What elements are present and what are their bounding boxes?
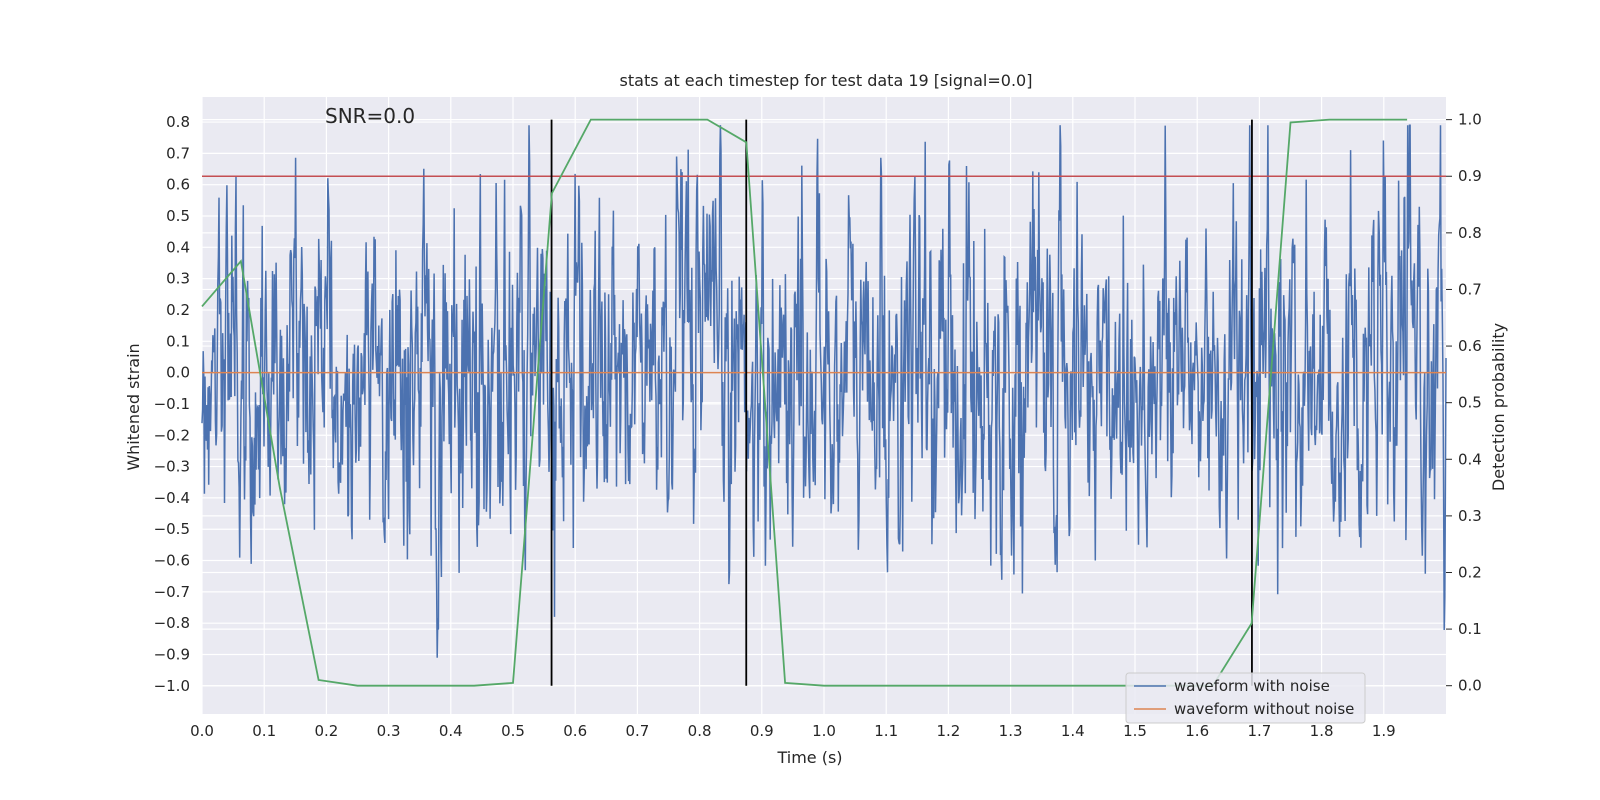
y-left-tick-label: 0.3 [166, 270, 190, 288]
y-left-tick-label: −0.2 [154, 426, 190, 444]
x-tick-label: 0.2 [314, 722, 338, 740]
y-left-tick-label: 0.1 [166, 332, 190, 350]
x-tick-label: 1.5 [1123, 722, 1147, 740]
vertical-markers [550, 119, 1253, 686]
y-right-tick-label: 0.5 [1458, 394, 1482, 412]
y-left-tick-label: 0.6 [166, 176, 190, 194]
snr-annotation: SNR=0.0 [325, 104, 415, 128]
y-left-tick-label: −0.8 [154, 614, 190, 632]
y-left-tick-label: −0.6 [154, 552, 190, 570]
x-tick-label: 1.8 [1310, 722, 1334, 740]
x-tick-label: 1.9 [1372, 722, 1396, 740]
y-left-axis-label: Whitened strain [124, 343, 143, 470]
legend-frame [1125, 672, 1366, 724]
x-tick-label: 0.8 [688, 722, 712, 740]
y-right-tick-label: 0.1 [1458, 620, 1482, 638]
y-right-axis-label: Detection probability [1489, 323, 1508, 491]
y-right-tick-label: 0.9 [1458, 167, 1482, 185]
y-left-tick-label: −0.9 [154, 645, 190, 663]
y-left-tick-label: 0.4 [166, 238, 190, 256]
y-left-tick-label: 0.0 [166, 364, 190, 382]
y-left-tick-label: −0.5 [154, 520, 190, 538]
x-tick-label: 0.5 [501, 722, 525, 740]
x-axis-ticks: 0.0 0.1 0.2 0.3 0.4 0.5 0.6 0.7 0.8 0.9 1.0 1.1 1.2 1… [190, 722, 1396, 740]
y-right-tick-label: 0.3 [1458, 507, 1482, 525]
x-tick-label: 0.6 [563, 722, 587, 740]
y-left-tick-label: 0.7 [166, 144, 190, 162]
y-right-tick-label: 0.0 [1458, 677, 1482, 695]
x-tick-label: 0.0 [190, 722, 214, 740]
x-tick-label: 0.9 [750, 722, 774, 740]
x-tick-label: 0.3 [377, 722, 401, 740]
y-left-tick-label: −1.0 [154, 677, 190, 695]
legend: waveform with noise waveform without noi… [1125, 672, 1366, 724]
y-right-tick-label: 1.0 [1458, 111, 1482, 129]
y-right-axis-ticks: 1.0 0.9 0.8 0.7 0.6 0.5 0.4 0.3 0.2 0.1 0.0 [1446, 111, 1482, 695]
x-tick-label: 0.4 [439, 722, 463, 740]
x-tick-label: 0.1 [252, 722, 276, 740]
y-right-tick-label: 0.8 [1458, 224, 1482, 242]
y-left-tick-label: −0.3 [154, 458, 190, 476]
y-left-tick-label: −0.4 [154, 489, 190, 507]
y-left-tick-label: 0.5 [166, 207, 190, 225]
x-axis-label: Time (s) [776, 748, 842, 767]
y-left-axis-ticks: 0.8 0.7 0.6 0.5 0.4 0.3 0.2 0.1 0.0 −0.1 −0.2 −0.3 −… [154, 113, 190, 695]
x-tick-label: 0.7 [625, 722, 649, 740]
y-right-tick-label: 0.7 [1458, 280, 1482, 298]
series-waveform-with-noise [201, 124, 1447, 658]
y-left-tick-label: 0.8 [166, 113, 190, 131]
y-left-tick-label: −0.7 [154, 583, 190, 601]
x-tick-label: 1.7 [1247, 722, 1271, 740]
x-tick-label: 1.6 [1185, 722, 1209, 740]
x-tick-label: 1.3 [999, 722, 1023, 740]
x-tick-label: 1.2 [936, 722, 960, 740]
chart-title: stats at each timestep for test data 19 … [620, 71, 1033, 90]
y-right-tick-label: 0.2 [1458, 563, 1482, 581]
legend-label-clean: waveform without noise [1174, 700, 1354, 718]
y-right-tick-label: 0.6 [1458, 337, 1482, 355]
x-tick-label: 1.1 [874, 722, 898, 740]
y-left-tick-label: 0.2 [166, 301, 190, 319]
y-right-tick-label: 0.4 [1458, 450, 1482, 468]
x-tick-label: 1.4 [1061, 722, 1085, 740]
legend-label-noise: waveform with noise [1174, 677, 1330, 695]
y-left-tick-label: −0.1 [154, 395, 190, 413]
x-tick-label: 1.0 [812, 722, 836, 740]
